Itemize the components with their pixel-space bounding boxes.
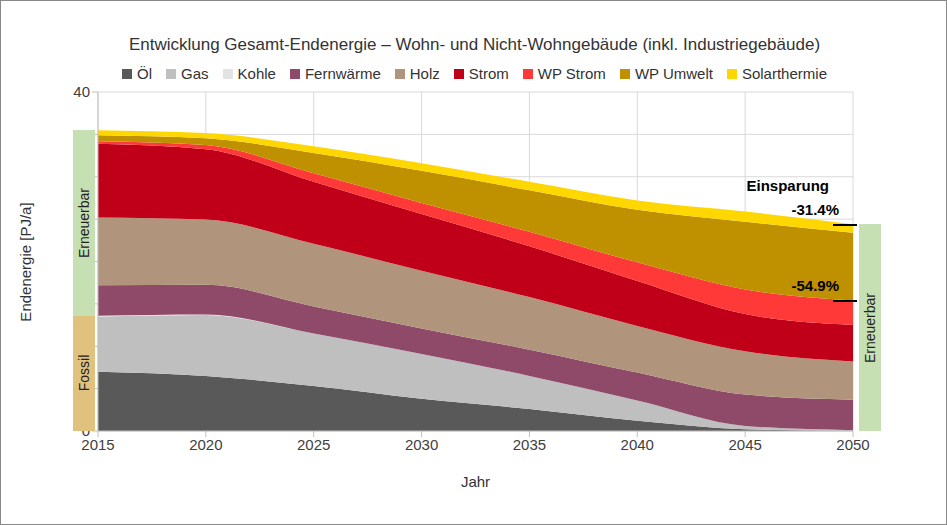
- html-text:WP Strom: WP Strom: [537, 65, 606, 82]
- html-text:Erneuerbar: Erneuerbar: [862, 292, 878, 363]
- html-text:Solarthermie: Solarthermie: [741, 65, 827, 82]
- svg-text:2050: 2050: [836, 436, 869, 453]
- svg-text:2015: 2015: [81, 435, 115, 453]
- svg-text:40: 40: [73, 83, 90, 100]
- html-text:Holz: Holz: [409, 65, 440, 82]
- html-text:Endenergie [PJ/a]: Endenergie [PJ/a]: [16, 201, 34, 322]
- svg-text:2025: 2025: [297, 436, 330, 453]
- svg-text:2030: 2030: [405, 436, 438, 453]
- html-text:Jahr: Jahr: [460, 473, 491, 490]
- svg-text:2040: 2040: [621, 436, 654, 453]
- svg-text:2045: 2045: [728, 436, 761, 453]
- html-text:-54.9%: -54.9%: [791, 277, 839, 295]
- html-text:-31.4%: -31.4%: [791, 201, 839, 219]
- html-text:WP Umwelt: WP Umwelt: [634, 65, 713, 82]
- html-text:Einsparung: Einsparung: [746, 177, 829, 195]
- html-text:Öl: Öl: [137, 65, 152, 82]
- html-text:Gas: Gas: [181, 65, 209, 82]
- html-text:Fernwärme: Fernwärme: [304, 65, 381, 82]
- html-text:Strom: Strom: [468, 65, 509, 82]
- html-text:Erneuerbar: Erneuerbar: [76, 187, 92, 258]
- html-text:Fossil: Fossil: [76, 355, 92, 392]
- svg-text:2035: 2035: [513, 436, 546, 453]
- html-text:Entwicklung Gesamt-Endenergie: Entwicklung Gesamt-Endenergie – Wohn- un…: [128, 35, 820, 54]
- svg-text:2020: 2020: [189, 436, 222, 453]
- html-text:Kohle: Kohle: [237, 65, 276, 82]
